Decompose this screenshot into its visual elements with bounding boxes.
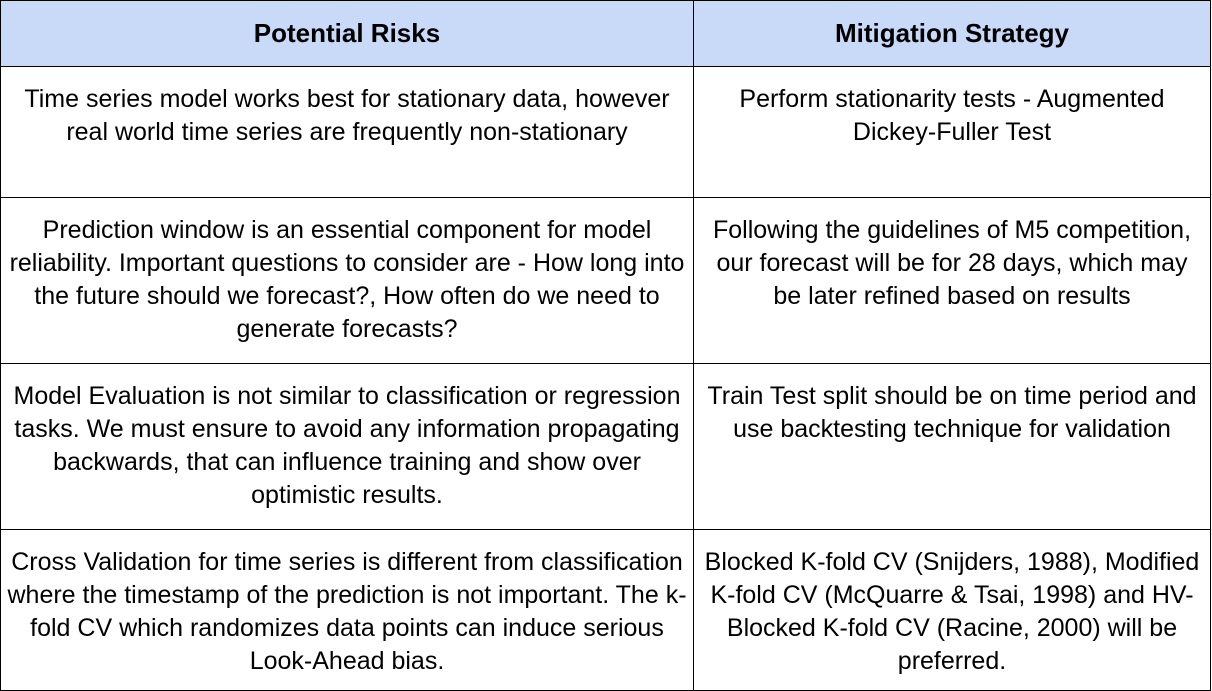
mitigation-text: Following the guidelines of M5 competiti… xyxy=(712,216,1192,310)
table-row: Time series model works best for station… xyxy=(0,66,1211,198)
risk-cell: Time series model works best for station… xyxy=(0,66,694,198)
mitigation-cell: Perform stationarity tests - Augmented D… xyxy=(693,66,1211,198)
risk-cell: Model Evaluation is not similar to class… xyxy=(0,363,694,530)
risk-text: Prediction window is an essential compon… xyxy=(9,216,685,343)
mitigation-cell: Following the guidelines of M5 competiti… xyxy=(693,197,1211,364)
column-header-potential-risks: Potential Risks xyxy=(0,0,694,67)
mitigation-cell: Blocked K-fold CV (Snijders, 1988), Modi… xyxy=(693,529,1211,691)
risk-cell: Cross Validation for time series is diff… xyxy=(0,529,694,691)
mitigation-text: Train Test split should be on time perio… xyxy=(707,382,1197,443)
risk-text: Model Evaluation is not similar to class… xyxy=(13,382,681,509)
header-row: Potential Risks Mitigation Strategy xyxy=(0,0,1211,67)
risk-cell: Prediction window is an essential compon… xyxy=(0,197,694,364)
table-header: Potential Risks Mitigation Strategy xyxy=(0,0,1211,67)
column-header-mitigation-strategy: Mitigation Strategy xyxy=(693,0,1211,67)
mitigation-text: Blocked K-fold CV (Snijders, 1988), Modi… xyxy=(704,548,1200,675)
mitigation-text: Perform stationarity tests - Augmented D… xyxy=(739,85,1165,146)
table-body: Time series model works best for station… xyxy=(0,66,1211,691)
table-row: Cross Validation for time series is diff… xyxy=(0,529,1211,691)
risk-text: Cross Validation for time series is diff… xyxy=(7,548,687,675)
mitigation-cell: Train Test split should be on time perio… xyxy=(693,363,1211,530)
table-row: Model Evaluation is not similar to class… xyxy=(0,363,1211,530)
table-row: Prediction window is an essential compon… xyxy=(0,197,1211,364)
risk-text: Time series model works best for station… xyxy=(24,85,670,146)
